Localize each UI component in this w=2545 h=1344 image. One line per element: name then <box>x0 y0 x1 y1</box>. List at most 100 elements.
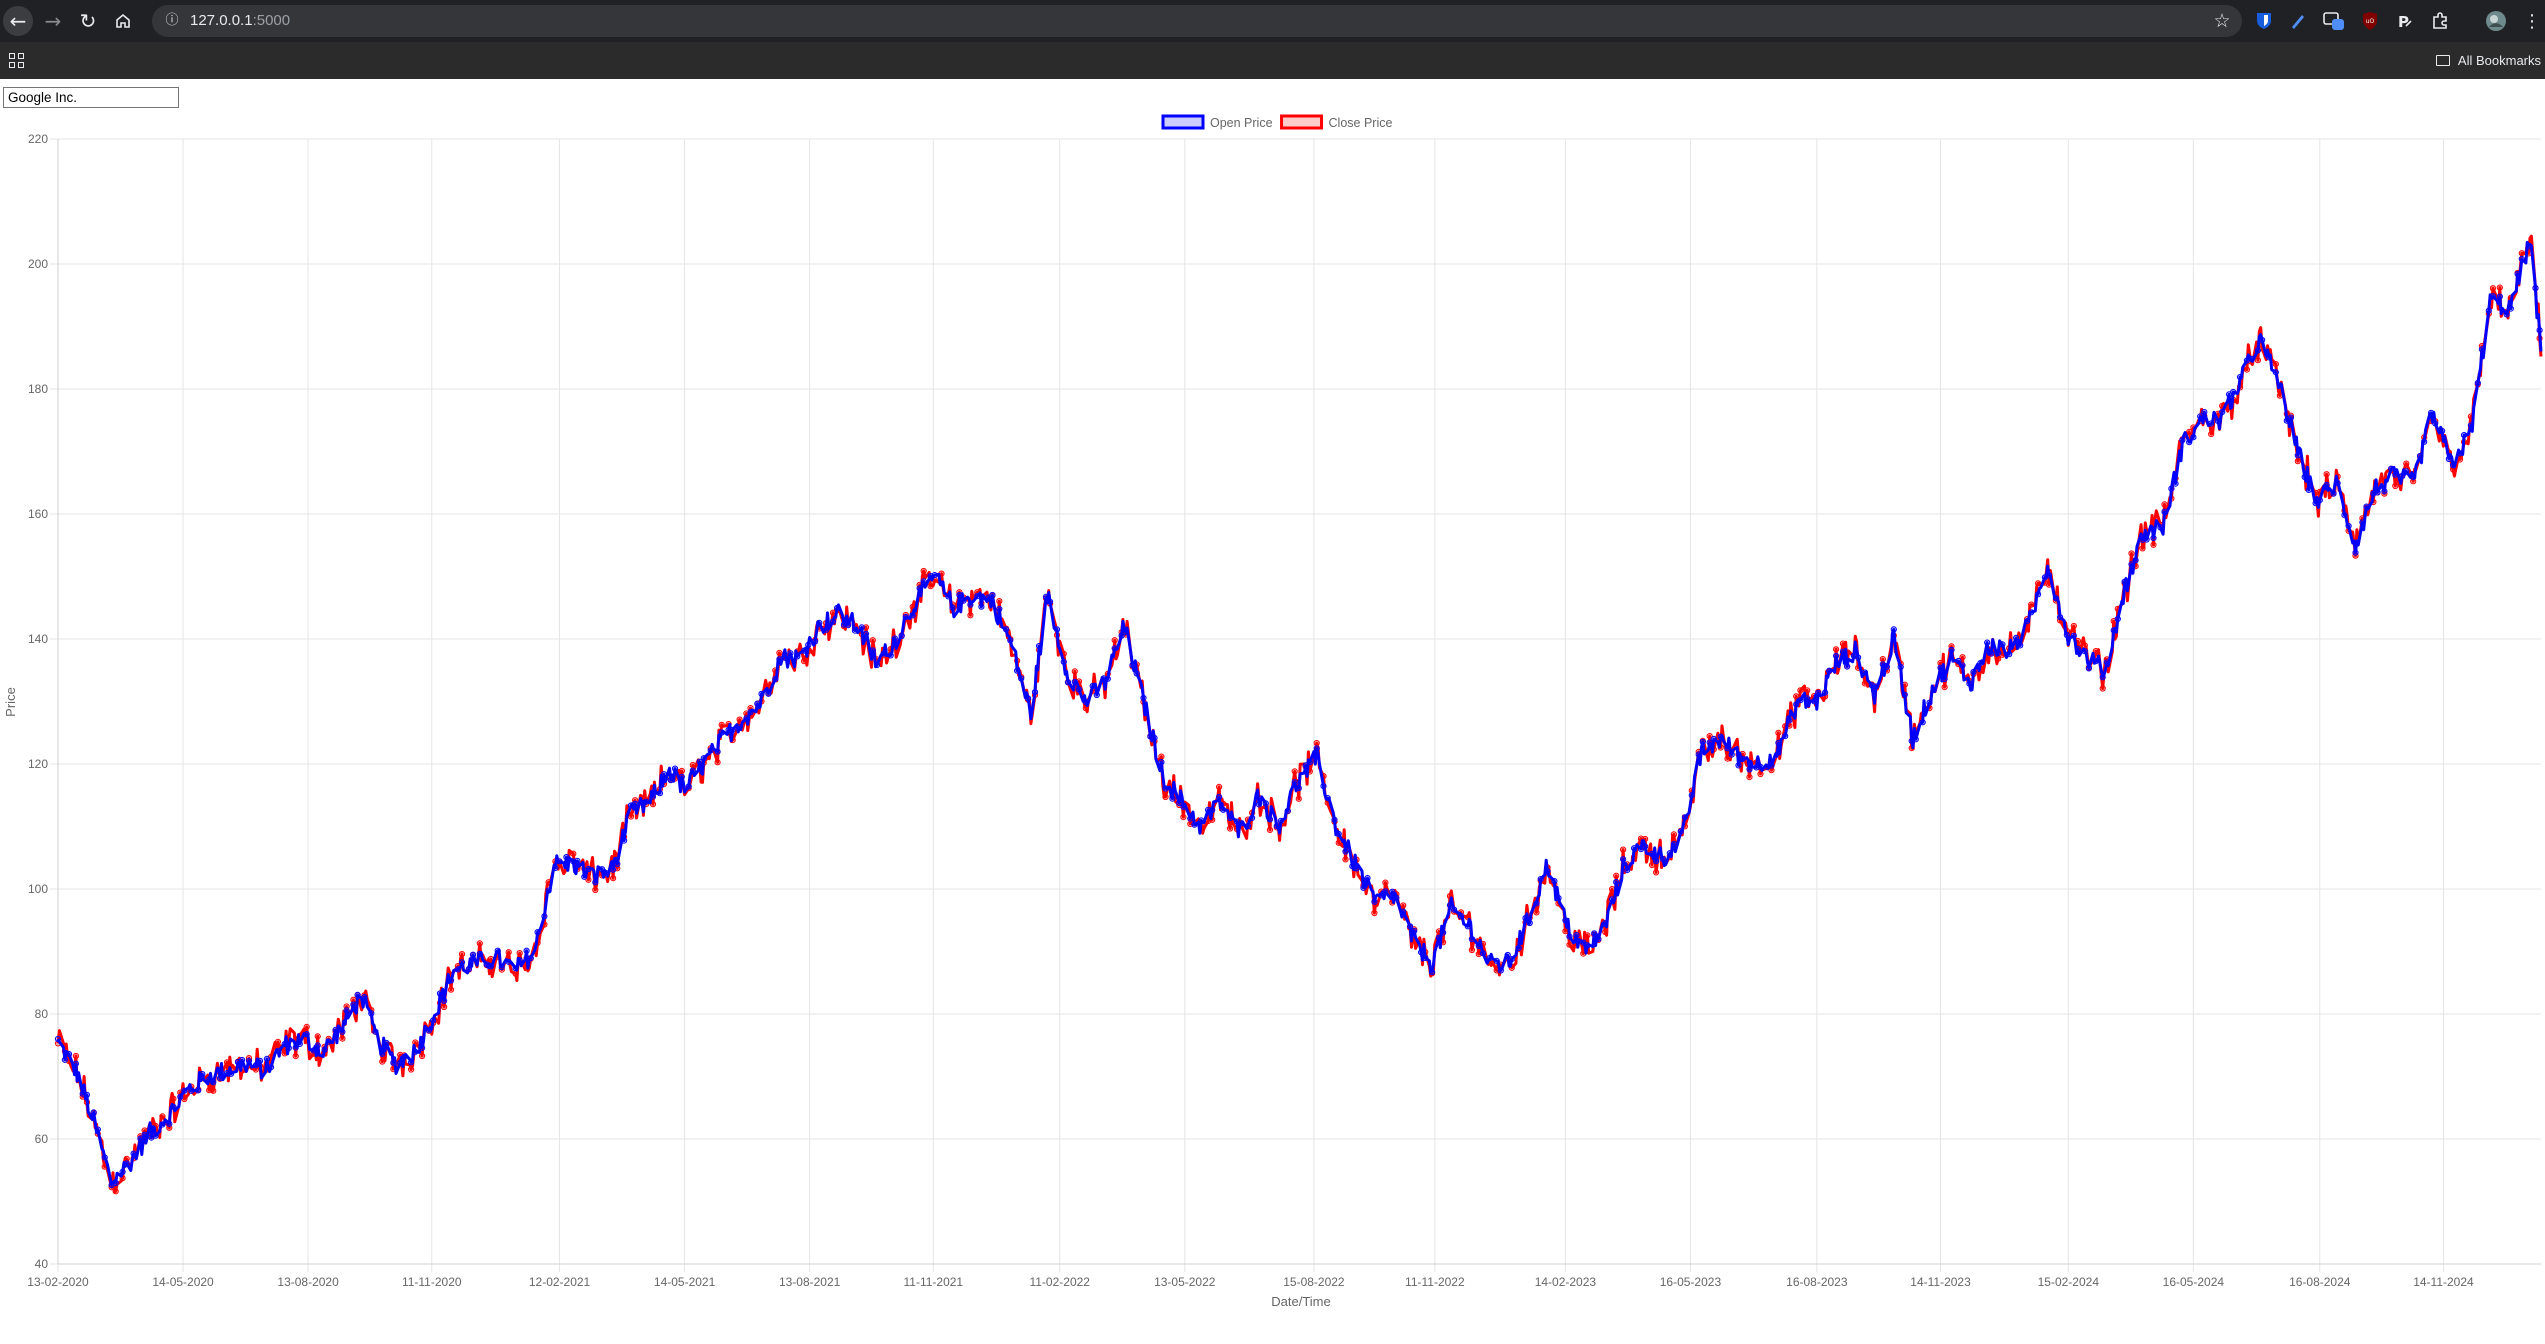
open-price-point <box>454 966 461 973</box>
close-price-point <box>1995 655 2002 662</box>
profile-avatar-icon[interactable] <box>2484 9 2508 33</box>
y-tick-label: 140 <box>28 632 48 646</box>
open-price-point <box>1306 759 1313 766</box>
open-price-point <box>714 748 721 755</box>
open-price-point <box>1014 667 1021 674</box>
legend-item-close-price[interactable]: Close Price <box>1280 114 1393 130</box>
open-price-point <box>2536 327 2543 334</box>
open-price-point <box>1977 660 1984 667</box>
address-bar[interactable]: ⓘ 127.0.0.1:5000 ☆ <box>152 5 2242 37</box>
x-tick-label: 13-02-2020 <box>27 1275 89 1289</box>
open-price-point <box>736 724 743 731</box>
open-price-point <box>2197 413 2204 420</box>
open-price-point <box>956 591 963 599</box>
open-price-point <box>1728 751 1735 758</box>
open-price-point <box>1735 762 1742 769</box>
open-price-point <box>1220 806 1227 813</box>
back-icon[interactable]: ← <box>3 6 33 36</box>
open-price-point <box>2456 450 2463 457</box>
apps-grid-icon[interactable] <box>4 48 28 72</box>
open-price-point <box>314 1042 321 1049</box>
svg-text:P: P <box>2398 13 2409 30</box>
close-price-point <box>967 612 974 619</box>
open-price-point <box>1804 695 1811 702</box>
x-tick-label: 12-02-2021 <box>529 1275 591 1289</box>
open-price-point <box>887 652 894 659</box>
open-price-point <box>1486 954 1493 962</box>
all-bookmarks-label: All Bookmarks <box>2457 52 2541 68</box>
all-bookmarks-button[interactable]: All Bookmarks <box>2435 48 2541 72</box>
open-price-point <box>2035 591 2042 598</box>
close-price-point <box>447 986 455 993</box>
company-select[interactable]: Google Inc. <box>3 87 179 108</box>
open-price-point <box>801 647 808 654</box>
legend-item-open-price[interactable]: Open Price <box>1161 114 1273 130</box>
open-price-point <box>2461 432 2468 439</box>
browser-menu-icon[interactable]: ⋮ <box>2523 10 2541 32</box>
reload-icon[interactable]: ↻ <box>79 9 97 33</box>
close-price-series <box>54 234 2543 1195</box>
open-price-point <box>829 618 837 625</box>
open-price-point <box>1151 734 1158 742</box>
forward-icon[interactable]: → <box>44 9 62 33</box>
chart-legend: Open Price Close Price <box>1161 114 1393 130</box>
open-price-point <box>581 873 588 880</box>
bitwarden-extension-icon[interactable] <box>2252 9 2276 33</box>
close-price-point <box>1797 687 1804 694</box>
open-price-point <box>1897 663 1904 671</box>
open-price-point <box>1717 733 1724 740</box>
open-price-point <box>772 676 779 683</box>
open-price-point <box>898 632 905 640</box>
y-tick-label: 180 <box>28 382 48 396</box>
x-tick-label: 14-05-2021 <box>654 1275 716 1289</box>
close-price-point <box>1468 946 1476 954</box>
open-price-point <box>2017 642 2024 649</box>
open-price-point <box>303 1031 310 1038</box>
open-price-point <box>2114 615 2121 623</box>
open-price-point <box>425 1027 433 1034</box>
close-price-point <box>2035 580 2042 587</box>
close-price-point <box>1775 729 1782 736</box>
windows-extension-icon[interactable] <box>2322 9 2346 33</box>
open-price-point <box>816 619 823 627</box>
close-price-point <box>1400 902 1407 909</box>
pen-extension-icon[interactable] <box>2286 9 2310 33</box>
open-price-point <box>1580 939 1587 946</box>
open-price-point <box>2388 465 2395 472</box>
open-price-point <box>1768 762 1775 769</box>
home-icon[interactable] <box>108 6 138 36</box>
open-price-point <box>1025 695 1032 702</box>
close-price-point <box>1653 869 1660 876</box>
open-price-point <box>1497 967 1504 974</box>
close-price-point <box>1602 928 1609 936</box>
open-price-point <box>1118 632 1125 639</box>
site-info-icon[interactable]: ⓘ <box>165 13 179 28</box>
close-price-point <box>72 1052 80 1060</box>
open-price-point <box>1071 678 1078 685</box>
open-price-point <box>419 1044 426 1051</box>
open-price-point <box>1093 691 1100 699</box>
open-price-point <box>1176 800 1183 807</box>
open-price-point <box>552 864 559 872</box>
open-price-point <box>978 603 985 610</box>
open-price-point <box>2272 369 2279 376</box>
close-price-point <box>1342 856 1349 863</box>
open-price-point <box>2248 355 2255 362</box>
open-price-point <box>678 773 685 781</box>
y-tick-label: 100 <box>28 882 48 896</box>
ublock-extension-icon[interactable]: uO <box>2358 9 2382 33</box>
open-price-point <box>1995 649 2002 657</box>
open-price-point <box>54 1035 62 1043</box>
open-price-line <box>56 240 2543 1187</box>
extensions-puzzle-icon[interactable] <box>2428 9 2452 33</box>
bookmark-star-icon[interactable]: ☆ <box>2213 10 2231 32</box>
close-price-point <box>1941 684 1948 691</box>
open-price-point <box>945 593 952 600</box>
close-price-point <box>869 637 876 644</box>
open-price-point <box>177 1093 184 1100</box>
parking-extension-icon[interactable]: P <box>2392 9 2416 33</box>
open-price-point <box>1677 828 1684 835</box>
open-price-point <box>170 1103 177 1110</box>
open-price-point <box>776 656 783 663</box>
